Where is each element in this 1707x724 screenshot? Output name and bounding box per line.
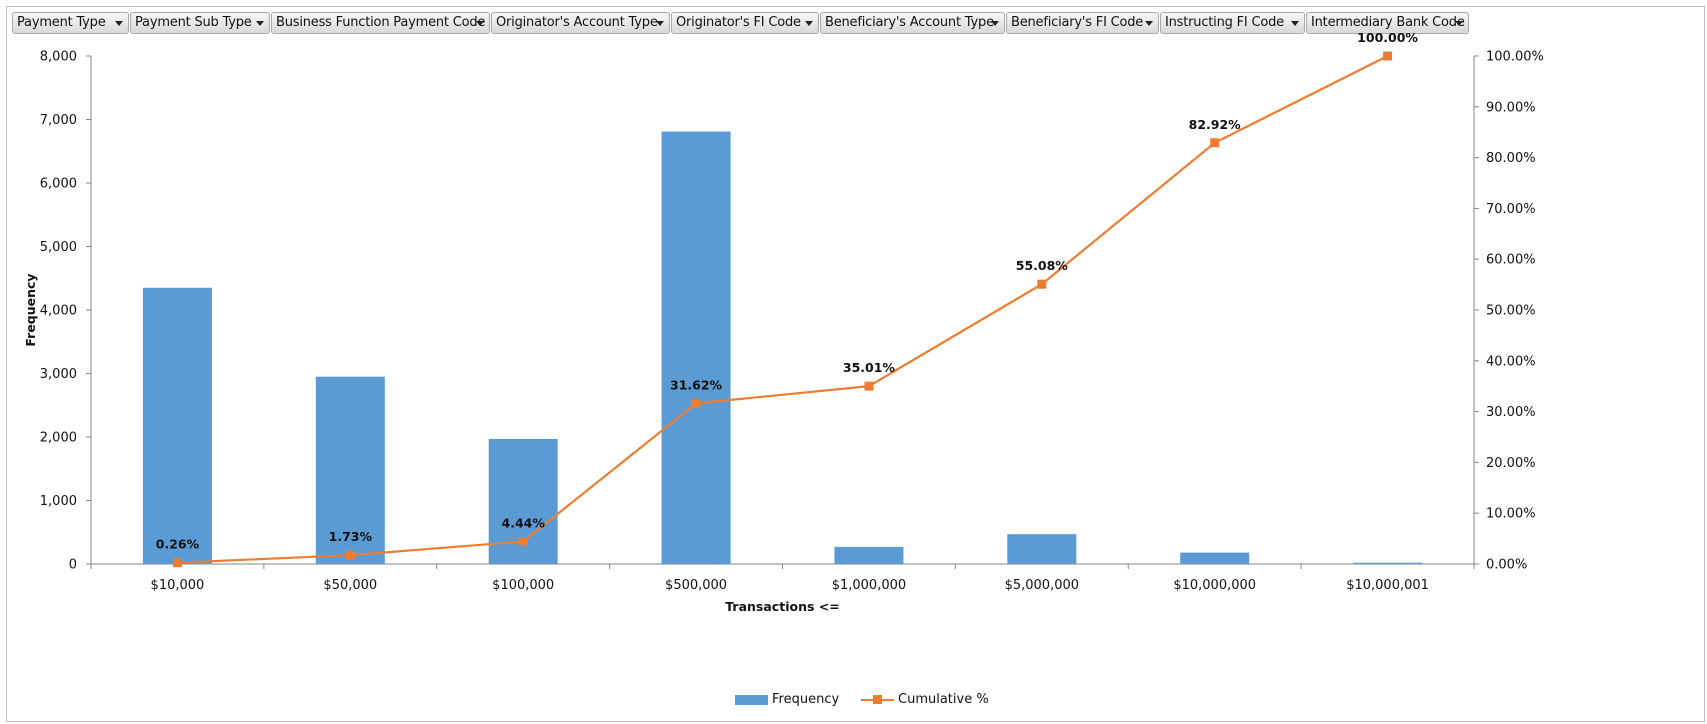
filter-label: Originator's FI Code — [676, 15, 801, 30]
bar-frequency-3 — [661, 131, 731, 564]
marker-cumulative-7 — [1383, 51, 1393, 61]
filter-button-originator-s-fi-code[interactable]: Originator's FI Code — [671, 12, 819, 34]
y2-tick-label: 20.00% — [1486, 456, 1536, 471]
data-label-cumulative: 4.44% — [502, 515, 546, 530]
marker-cumulative-0 — [172, 558, 182, 568]
x-tick-label: $10,000 — [151, 578, 205, 593]
x-tick-label: $50,000 — [323, 578, 377, 593]
dropdown-arrow-icon[interactable] — [115, 21, 123, 26]
chart-frame — [6, 6, 1705, 722]
filter-label: Instructing FI Code — [1165, 15, 1284, 30]
data-label-cumulative: 0.26% — [156, 537, 200, 552]
line-cumulative-percent — [177, 55, 1389, 564]
filter-label: Beneficiary's FI Code — [1011, 15, 1144, 30]
legend-swatch-cumulative — [861, 695, 894, 704]
marker-cumulative-4 — [864, 381, 874, 391]
bar-frequency-0 — [142, 287, 212, 564]
y2-tick-label: 60.00% — [1486, 253, 1536, 268]
dropdown-arrow-icon[interactable] — [991, 21, 999, 26]
filter-label: Beneficiary's Account Type — [825, 15, 994, 30]
y-tick-label: 3,000 — [40, 367, 77, 382]
x-tick-label: $10,000,001 — [1346, 578, 1429, 593]
marker-cumulative-1 — [345, 550, 355, 560]
x-axis-title: Transactions <= — [725, 599, 839, 614]
filter-button-beneficiary-s-account-type[interactable]: Beneficiary's Account Type — [820, 12, 1005, 34]
y-tick-label: 4,000 — [40, 304, 77, 319]
y-tick-label: 6,000 — [40, 177, 77, 192]
y2-tick-label: 10.00% — [1486, 507, 1536, 522]
x-tick-label: $500,000 — [665, 578, 727, 593]
y-tick-label: 7,000 — [40, 113, 77, 128]
y2-tick-label: 40.00% — [1486, 354, 1536, 369]
filter-button-originator-s-account-type[interactable]: Originator's Account Type — [491, 12, 670, 34]
y2-tick-label: 80.00% — [1486, 151, 1536, 166]
filter-label: Business Function Payment Code — [276, 15, 486, 30]
y-tick-label: 0 — [69, 558, 77, 573]
marker-cumulative-6 — [1210, 138, 1220, 148]
filter-label: Payment Type — [17, 15, 106, 30]
bar-frequency-6 — [1180, 552, 1250, 564]
y-tick-label: 5,000 — [40, 240, 77, 255]
data-label-cumulative: 55.08% — [1016, 258, 1069, 273]
legend-label-frequency: Frequency — [772, 692, 840, 707]
x-tick-label: $10,000,000 — [1173, 578, 1256, 593]
y-tick-label: 1,000 — [40, 494, 77, 509]
y2-tick-label: 70.00% — [1486, 202, 1536, 217]
data-label-cumulative: 1.73% — [329, 529, 373, 544]
y2-tick-label: 50.00% — [1486, 304, 1536, 319]
filter-label: Originator's Account Type — [496, 15, 658, 30]
bar-frequency-1 — [315, 376, 385, 564]
marker-cumulative-3 — [691, 398, 701, 408]
dropdown-arrow-icon[interactable] — [1455, 21, 1463, 26]
y2-tick-label: 0.00% — [1486, 558, 1527, 573]
filter-button-intermediary-bank-code[interactable]: Intermediary Bank Code — [1306, 12, 1469, 34]
data-label-cumulative: 82.92% — [1189, 117, 1242, 132]
y-axis-title: Frequency — [23, 273, 38, 346]
dropdown-arrow-icon[interactable] — [1145, 21, 1153, 26]
marker-cumulative-2 — [518, 536, 528, 546]
y-tick-label: 2,000 — [40, 431, 77, 446]
filter-button-beneficiary-s-fi-code[interactable]: Beneficiary's FI Code — [1006, 12, 1159, 34]
filter-label: Intermediary Bank Code — [1311, 15, 1465, 30]
data-label-cumulative: 35.01% — [843, 360, 896, 375]
filter-button-instructing-fi-code[interactable]: Instructing FI Code — [1160, 12, 1305, 34]
x-tick-label: $5,000,000 — [1005, 578, 1079, 593]
filter-button-payment-sub-type[interactable]: Payment Sub Type — [130, 12, 270, 34]
y2-tick-label: 90.00% — [1486, 100, 1536, 115]
y2-tick-label: 100.00% — [1486, 50, 1544, 65]
legend-swatch-frequency — [735, 695, 768, 705]
y-tick-label: 8,000 — [40, 50, 77, 65]
data-label-cumulative: 100.00% — [1357, 30, 1418, 45]
dropdown-arrow-icon[interactable] — [476, 21, 484, 26]
data-label-cumulative: 31.62% — [670, 377, 723, 392]
bar-frequency-4 — [834, 546, 904, 564]
dropdown-arrow-icon[interactable] — [805, 21, 813, 26]
filter-button-business-function-payment-code[interactable]: Business Function Payment Code — [271, 12, 490, 34]
marker-cumulative-5 — [1037, 279, 1047, 289]
filter-button-payment-type[interactable]: Payment Type — [12, 12, 129, 34]
legend-label-cumulative: Cumulative % — [898, 692, 989, 707]
x-tick-label: $1,000,000 — [832, 578, 906, 593]
bar-frequency-5 — [1007, 534, 1077, 564]
dropdown-arrow-icon[interactable] — [256, 21, 264, 26]
y2-tick-label: 30.00% — [1486, 405, 1536, 420]
x-tick-label: $100,000 — [492, 578, 554, 593]
filter-label: Payment Sub Type — [135, 15, 252, 30]
dropdown-arrow-icon[interactable] — [656, 21, 664, 26]
dropdown-arrow-icon[interactable] — [1291, 21, 1299, 26]
bar-frequency-7 — [1353, 562, 1423, 564]
